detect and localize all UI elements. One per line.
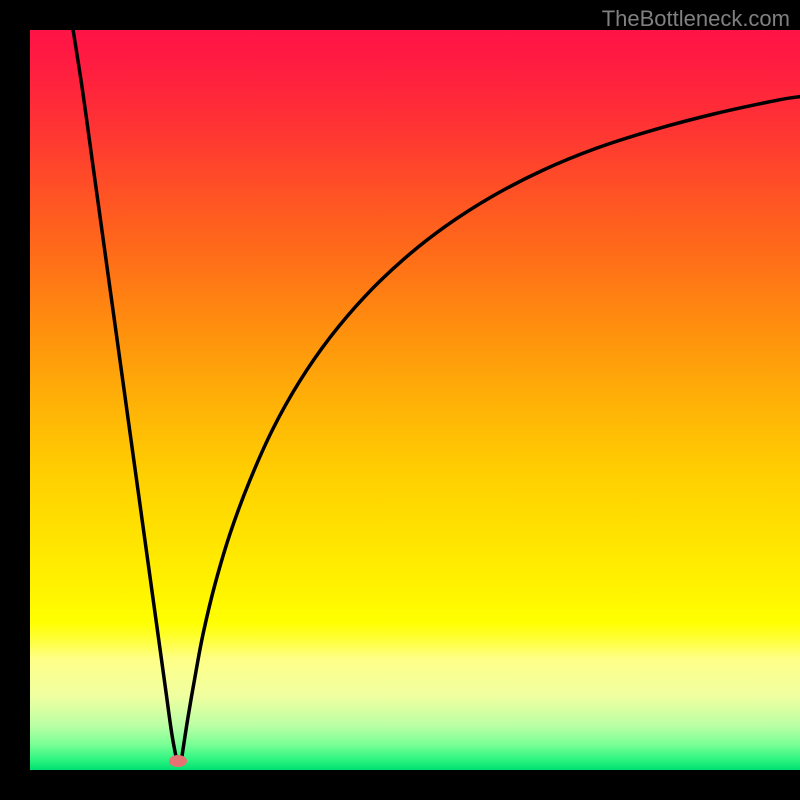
chart-container: TheBottleneck.com: [0, 0, 800, 800]
watermark-text: TheBottleneck.com: [602, 6, 790, 32]
plot-area: [30, 30, 800, 770]
bottleneck-curve: [30, 30, 800, 770]
optimum-marker: [169, 755, 187, 767]
